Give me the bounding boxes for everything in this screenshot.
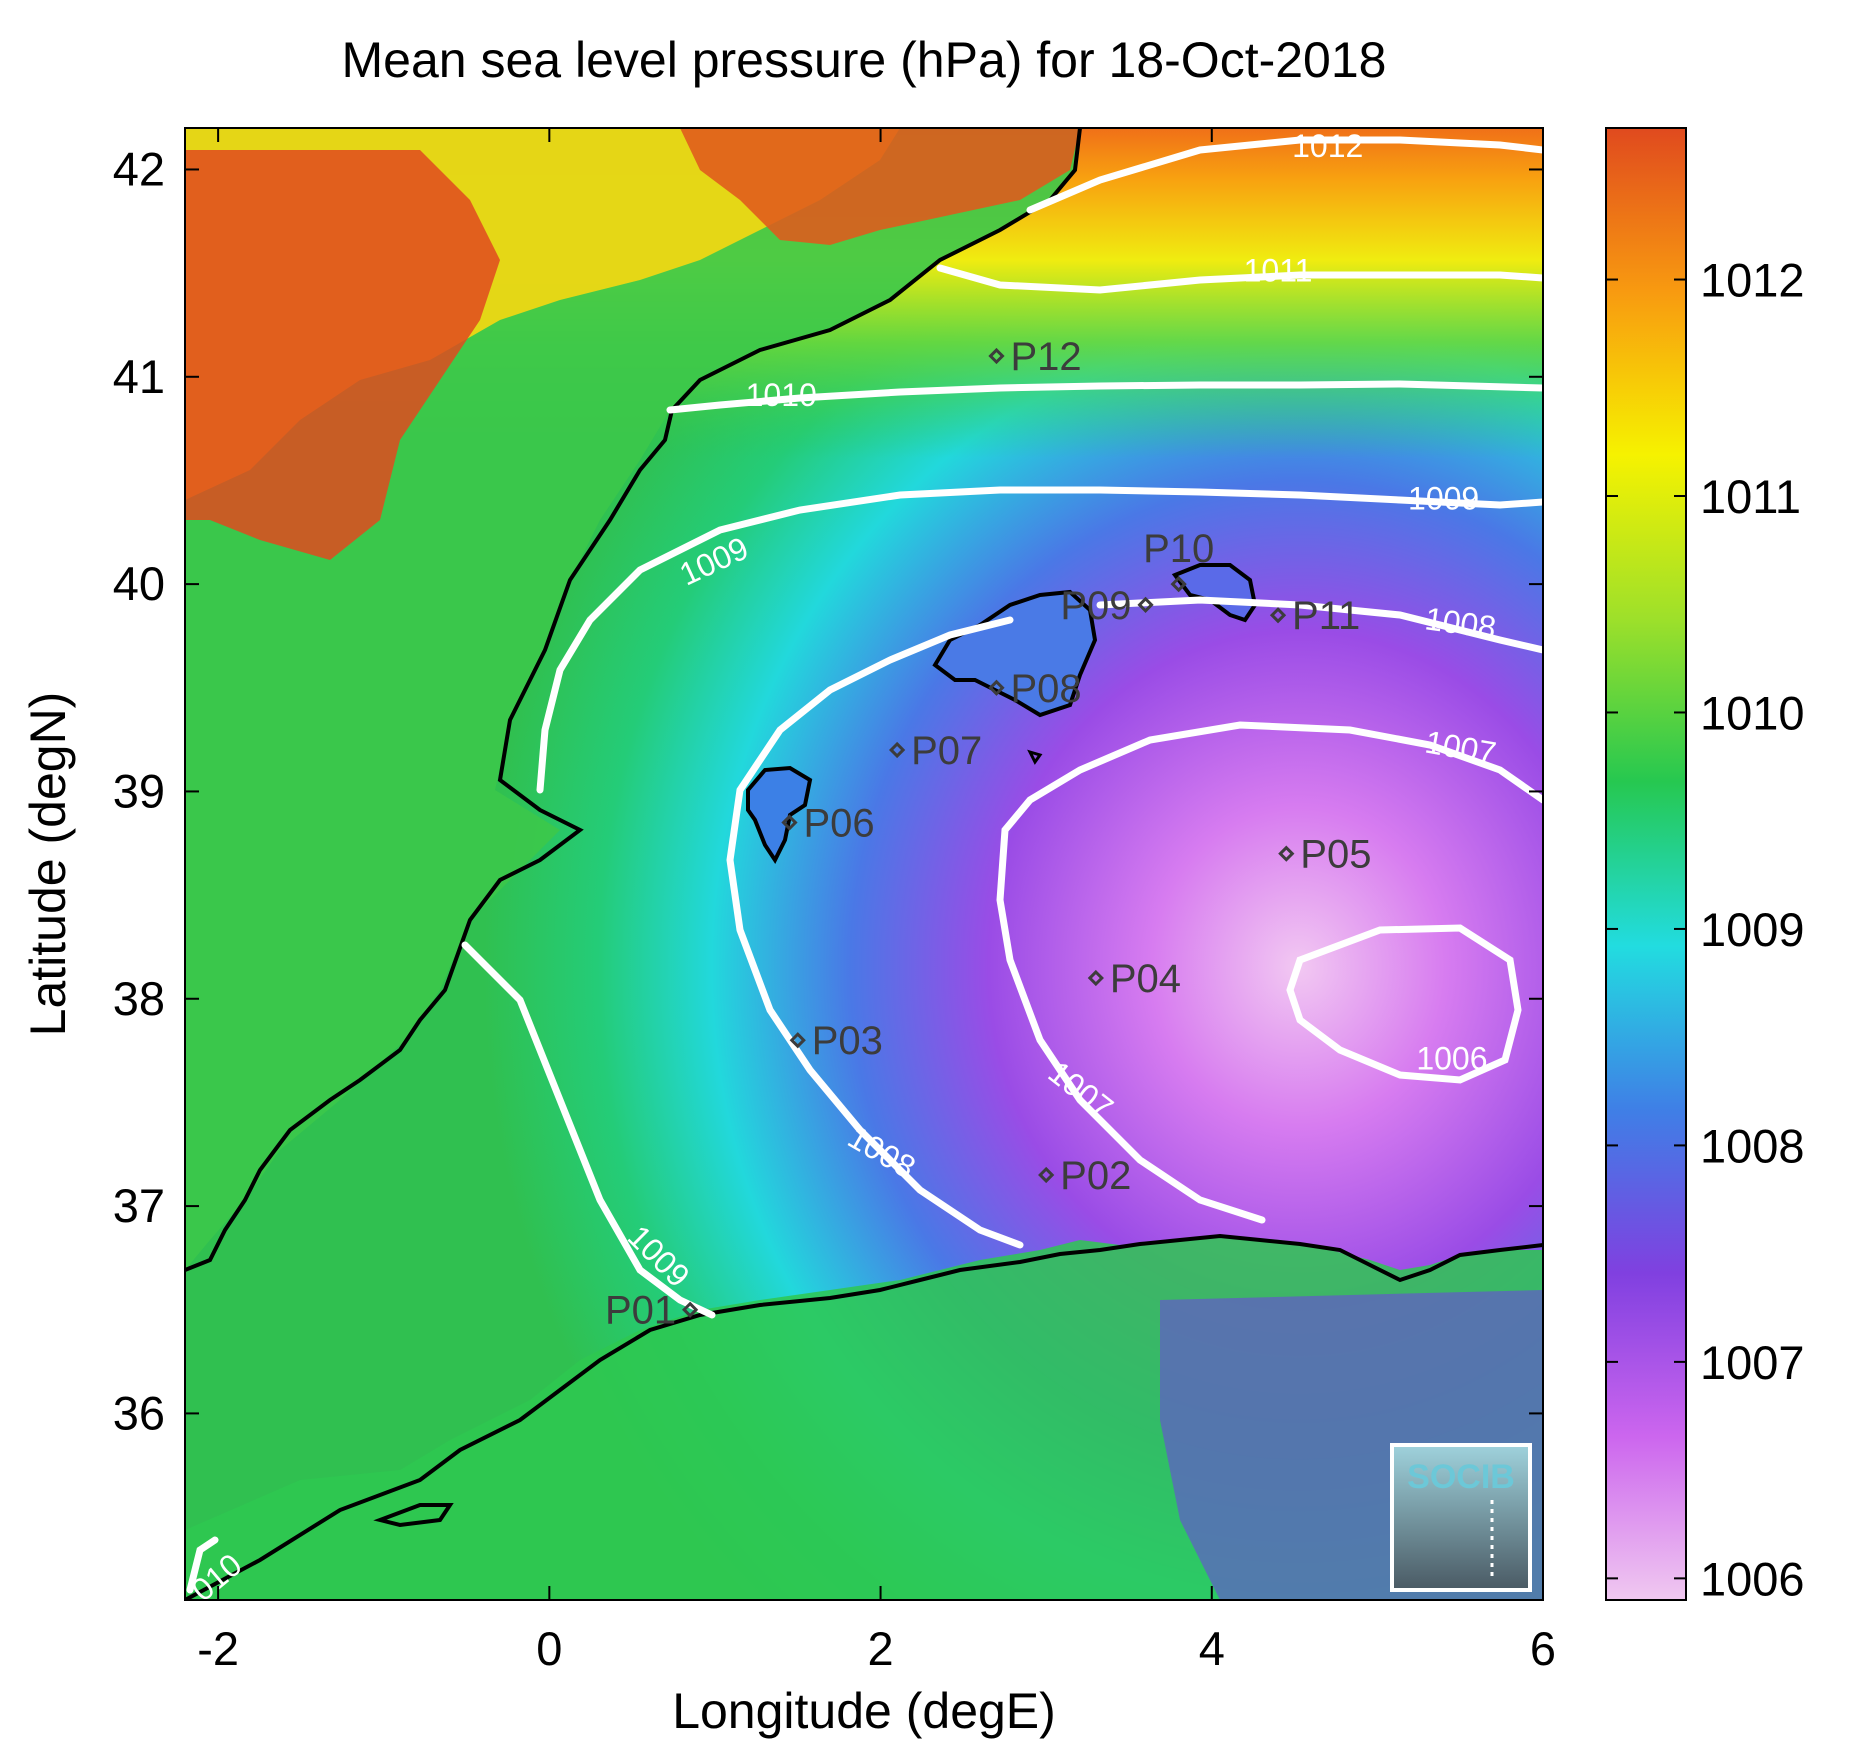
colorbar-tick-label: 1007 <box>1700 1336 1805 1389</box>
colorbar-tick-label: 1011 <box>1700 470 1801 523</box>
plot-frame <box>184 127 1544 1601</box>
isobar-1008 <box>726 616 1024 1249</box>
station-label: P05 <box>1300 833 1371 877</box>
colorbar-tick-label: 1006 <box>1700 1552 1805 1605</box>
isobar-1008-east <box>1096 596 1543 654</box>
station-marker <box>1137 596 1154 613</box>
mallorca-island <box>932 589 1098 718</box>
isobars <box>186 136 1543 1594</box>
station-marker <box>681 1301 699 1318</box>
y-tick-label: 36 <box>113 1386 165 1439</box>
y-tick-label: 37 <box>113 1179 165 1232</box>
cabrera-island <box>1027 749 1043 765</box>
contour-labels: 1012101110101009100910081007100610071008… <box>185 128 1499 1600</box>
x-tick-label: -2 <box>197 1622 239 1675</box>
socib-logo: SOCIB <box>1390 1443 1532 1592</box>
iberia-coastline <box>185 128 1082 1272</box>
y-tick-label: 39 <box>113 764 165 817</box>
station-marker <box>889 741 906 759</box>
y-axis-label: Latitude (degN) <box>20 692 76 1037</box>
contour-label: 1012 <box>1292 128 1363 164</box>
isobar-1007 <box>996 721 1543 1224</box>
station-marker <box>1170 575 1187 593</box>
logo-frame <box>1390 1443 1532 1592</box>
x-tick-label: 4 <box>1199 1622 1225 1675</box>
station-label: P12 <box>1010 335 1081 379</box>
iberia-plateau <box>185 150 500 560</box>
y-axis: 36 37 38 39 40 41 42 <box>113 142 1543 1439</box>
colorbar-tick-label: 1008 <box>1700 1119 1805 1172</box>
y-tick-label: 41 <box>113 350 165 403</box>
station-marker <box>1087 969 1104 987</box>
x-tick-label: 6 <box>1530 1622 1556 1675</box>
isobar-1012 <box>1026 136 1543 214</box>
station-label: P04 <box>1110 957 1181 1001</box>
station-label: P01 <box>605 1289 676 1333</box>
station-label: P08 <box>1010 667 1081 711</box>
map-area: 1012101110101009100910081007100610071008… <box>185 128 1543 1600</box>
contour-label: 1010 <box>746 377 817 413</box>
pyrenees-relief <box>680 128 1080 245</box>
isobar-1010-sw <box>186 1536 219 1594</box>
x-tick-label: 2 <box>867 1622 893 1675</box>
isobar-1006 <box>1286 924 1522 1084</box>
contour-label: 1011 <box>1244 253 1313 289</box>
contour-label: 1006 <box>1416 1040 1487 1076</box>
alboran-island-outline <box>373 1503 454 1528</box>
isobar-1009-north <box>536 486 1543 794</box>
station-marker <box>781 814 798 831</box>
station-marker <box>789 1032 806 1049</box>
isobar-1009-south <box>461 941 716 1319</box>
isobar-1010 <box>666 380 1543 414</box>
contour-label: 1009 <box>1408 481 1479 517</box>
x-tick-label: 0 <box>536 1622 562 1675</box>
y-tick-label: 40 <box>113 557 165 610</box>
station-marker <box>988 347 1005 365</box>
station-label: P11 <box>1292 594 1360 638</box>
station-label: P03 <box>812 1019 883 1063</box>
colorbar-tick-label: 1012 <box>1700 254 1805 307</box>
station-label: P07 <box>911 729 982 773</box>
station-label: P09 <box>1060 584 1131 628</box>
colorbar-ticks: 1006 1007 1008 1009 1010 1011 1012 <box>1606 254 1805 1605</box>
station-label: P06 <box>803 802 874 846</box>
colorbar <box>1605 127 1687 1601</box>
y-tick-label: 42 <box>113 142 165 195</box>
station-marker <box>1278 845 1295 862</box>
chart-title: Mean sea level pressure (hPa) for 18-Oct… <box>342 32 1387 88</box>
logo-text: SOCIB <box>1407 1458 1515 1496</box>
isobar-1011 <box>936 264 1543 294</box>
station-marker <box>1038 1166 1055 1184</box>
x-axis: -2 0 2 4 6 <box>197 128 1556 1675</box>
y-tick-label: 38 <box>113 972 165 1025</box>
africa-coastline <box>185 1233 1543 1600</box>
colorbar-tick-label: 1009 <box>1700 903 1805 956</box>
station-label: P10 <box>1143 527 1214 571</box>
x-axis-label: Longitude (degE) <box>672 1683 1056 1739</box>
station-marker <box>988 679 1005 696</box>
colorbar-tick-label: 1010 <box>1700 686 1805 739</box>
station-label: P02 <box>1060 1154 1131 1198</box>
stations: P01 P02 P03 P04 P05 P06 P07 P08 P09 P10 P11 P12 <box>605 335 1372 1333</box>
station-marker <box>1269 607 1287 624</box>
